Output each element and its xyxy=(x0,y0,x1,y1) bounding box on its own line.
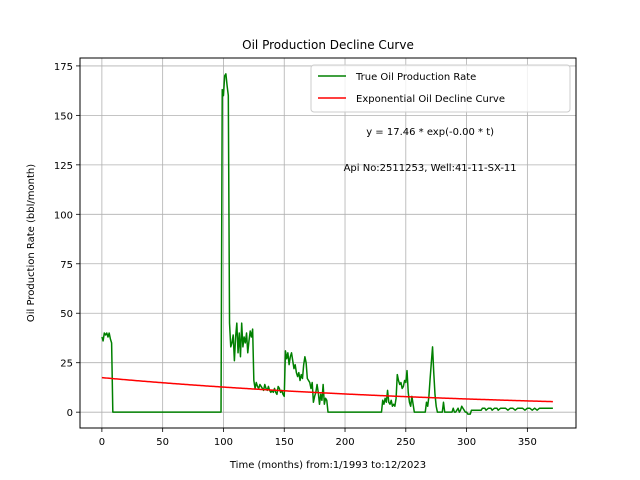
x-tick-label: 0 xyxy=(99,437,105,448)
y-tick-label: 0 xyxy=(67,408,73,419)
x-tick-label: 300 xyxy=(457,437,476,448)
x-tick-label: 250 xyxy=(396,437,415,448)
y-tick-label: 50 xyxy=(60,309,73,320)
x-tick-label: 100 xyxy=(214,437,233,448)
legend-box xyxy=(310,64,571,113)
y-tick-label: 175 xyxy=(54,62,73,73)
x-tick-label: 150 xyxy=(275,437,294,448)
chart-title: Oil Production Decline Curve xyxy=(242,38,414,52)
series-line-true-rate xyxy=(101,73,553,415)
plot-frame xyxy=(79,57,577,429)
series-layer xyxy=(101,73,553,415)
legend: True Oil Production Rate Exponential Oil… xyxy=(310,64,571,113)
x-tick-label: 350 xyxy=(518,437,537,448)
y-axis-label: Oil Production Rate (bbl/month) xyxy=(26,164,37,322)
legend-label-exp-curve: Exponential Oil Decline Curve xyxy=(356,94,505,105)
series-line-exp-curve xyxy=(101,376,553,403)
y-tick-label: 75 xyxy=(60,260,73,271)
legend-label-true-rate: True Oil Production Rate xyxy=(355,72,476,83)
y-tick-label: 150 xyxy=(54,111,73,122)
x-tick-label: 50 xyxy=(156,437,169,448)
x-axis-label: Time (months) from:1/1993 to:12/2023 xyxy=(229,460,426,471)
y-tick-label: 25 xyxy=(60,359,73,370)
y-tick-label: 100 xyxy=(54,210,73,221)
ticks: 0 50 100 150 200 250 300 350 0 25 50 75 100 125 150 175 xyxy=(54,62,537,448)
y-tick-label: 125 xyxy=(54,161,73,172)
equation-annotation: y = 17.46 * exp(-0.00 * t) xyxy=(366,127,494,138)
x-tick-label: 200 xyxy=(335,437,354,448)
well-annotation: Api No:2511253, Well:41-11-SX-11 xyxy=(344,163,517,174)
